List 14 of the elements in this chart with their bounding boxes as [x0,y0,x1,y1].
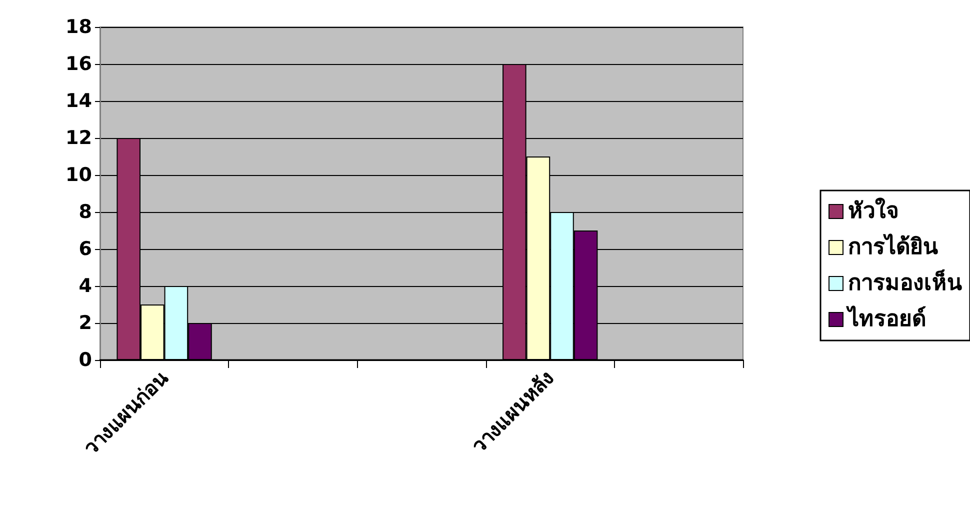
y-tick-label: 2 [78,312,92,334]
legend-label: ไทรอยด์ [846,305,926,332]
y-tick-label: 0 [78,349,92,371]
legend-label: หัวใจ [848,197,899,224]
legend-label: การได้ยิน [848,233,938,260]
y-tick-label: 6 [78,238,92,260]
y-tick-label: 12 [66,127,92,149]
y-tick-label: 8 [78,201,92,223]
y-tick-label: 4 [78,275,92,297]
y-tick-label: 16 [66,53,92,75]
y-tick-label: 14 [66,90,92,112]
y-tick-label: 10 [66,164,92,186]
y-tick-label: 18 [66,16,92,38]
legend-label: การมองเห็น [848,268,962,296]
